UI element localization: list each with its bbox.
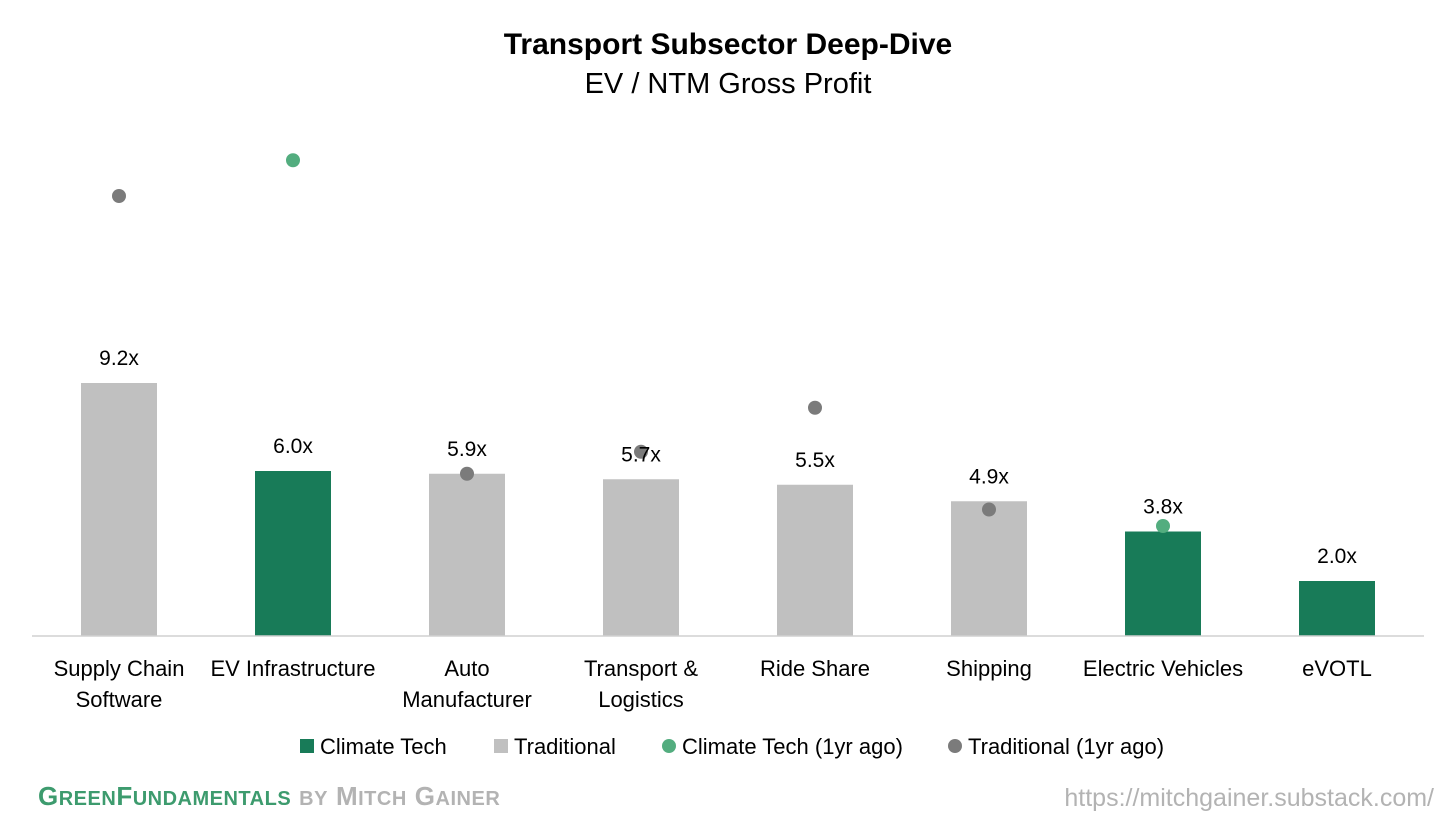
chart-subtitle: EV / NTM Gross Profit [585, 68, 872, 100]
category-label: Supply Chain Software [54, 656, 185, 712]
year-ago-point [982, 502, 996, 517]
bar [429, 473, 505, 636]
bar [1299, 581, 1375, 636]
data-label: 3.8x [1143, 496, 1183, 519]
legend: Climate Tech Traditional Climate Tech (1yr… [300, 734, 1164, 759]
chart-title: Transport Subsector Deep-Dive [504, 28, 952, 61]
year-ago-point [460, 466, 474, 481]
legend-label: Climate Tech [320, 734, 447, 759]
legend-item: Climate Tech [300, 734, 447, 759]
bar [777, 484, 853, 636]
year-ago-point [286, 153, 300, 168]
data-label: 5.7x [621, 443, 661, 466]
data-label: 6.0x [273, 435, 313, 458]
legend-swatch [948, 739, 962, 753]
data-label: 5.9x [447, 438, 487, 461]
bar [603, 479, 679, 636]
category-label: eVOTL [1302, 656, 1372, 681]
legend-swatch [300, 739, 314, 753]
legend-item: Traditional (1yr ago) [948, 734, 1164, 759]
bars-group [81, 383, 1375, 636]
category-label: Auto Manufacturer [402, 656, 532, 712]
category-label: EV Infrastructure [210, 656, 375, 681]
data-label: 4.9x [969, 465, 1009, 488]
data-label: 9.2x [99, 347, 139, 370]
category-labels-group: Supply Chain Software EV Infrastructure Aut… [54, 656, 1372, 712]
legend-label: Climate Tech (1yr ago) [682, 734, 903, 759]
year-ago-point [112, 189, 126, 203]
category-label: Shipping [946, 656, 1032, 681]
legend-swatch [494, 739, 508, 753]
data-label: 5.5x [795, 449, 835, 472]
substack-url[interactable]: https://mitchgainer.substack.com/ [1064, 784, 1434, 812]
bar [81, 383, 157, 636]
bar [255, 471, 331, 636]
bar [1125, 531, 1201, 636]
category-label: Ride Share [760, 656, 870, 681]
data-label: 2.0x [1317, 545, 1357, 568]
year-ago-point [808, 400, 822, 415]
category-label: Transport & Logistics [584, 656, 698, 712]
year-ago-point [634, 444, 648, 459]
legend-label: Traditional (1yr ago) [968, 734, 1164, 759]
legend-item: Climate Tech (1yr ago) [662, 734, 903, 759]
value-labels-group: 9.2x 6.0x 5.9x 5.7x 5.5x 4.9x 3.8x 2.0x [99, 347, 1357, 568]
category-label: Electric Vehicles [1083, 656, 1243, 681]
legend-label: Traditional [514, 734, 616, 759]
year-ago-point [1156, 519, 1170, 533]
legend-item: Traditional [494, 734, 616, 759]
legend-swatch [662, 739, 676, 753]
year-ago-dots-group [112, 153, 1170, 533]
bar [951, 501, 1027, 636]
brand-logo: GREENFUNDAMENTALS BY MITCH GAINER [38, 781, 500, 811]
